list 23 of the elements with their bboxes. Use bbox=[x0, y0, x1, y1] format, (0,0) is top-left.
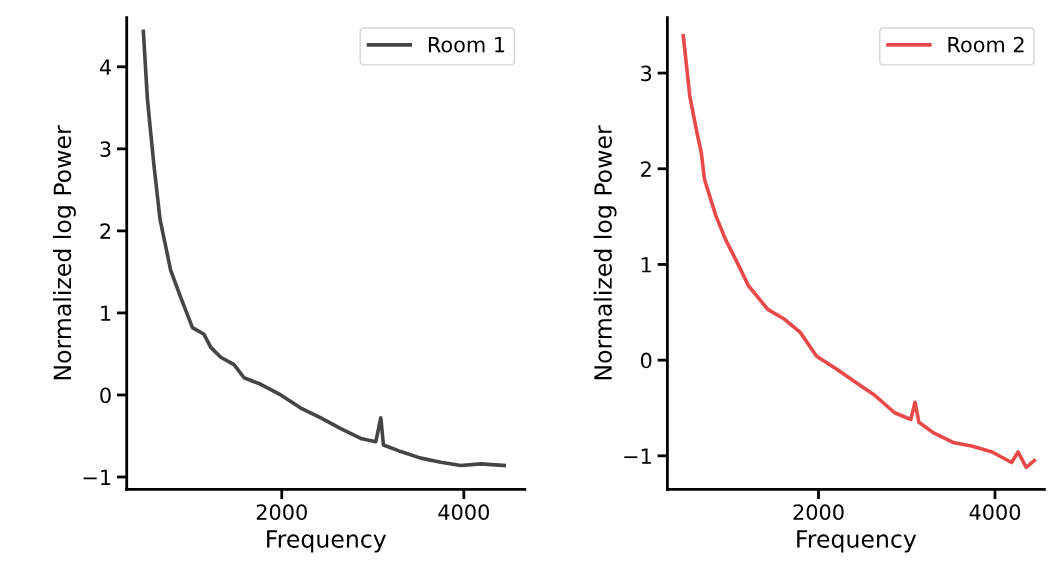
x-tick-label: 4000 bbox=[969, 504, 1021, 521]
y-axis-title: Normalized log Power bbox=[593, 125, 617, 380]
y-tick-label: 2 bbox=[100, 223, 111, 239]
x-tick-label: 2000 bbox=[793, 504, 844, 521]
y-tick-label: −1 bbox=[624, 448, 651, 464]
y-tick-label: 2 bbox=[641, 161, 651, 177]
x-axis-title: Frequency bbox=[797, 530, 917, 553]
x-tick-label: 2000 bbox=[256, 504, 307, 521]
line-series bbox=[681, 33, 1037, 470]
y-tick-label: 3 bbox=[641, 65, 652, 82]
legend-label: Room 2 bbox=[948, 36, 1024, 53]
x-axis-title: Frequency bbox=[267, 530, 387, 553]
y-tick-label: 1 bbox=[101, 305, 111, 321]
x-tick-label: 4000 bbox=[438, 504, 489, 521]
line-series bbox=[141, 29, 506, 468]
y-tick-label: 1 bbox=[641, 257, 651, 273]
legend-label: Room 1 bbox=[428, 36, 505, 53]
y-tick-label: −1 bbox=[83, 469, 111, 485]
y-tick-label: 0 bbox=[100, 387, 111, 404]
y-tick-label: 0 bbox=[640, 352, 652, 369]
y-tick-label: 4 bbox=[99, 59, 111, 75]
y-tick-label: 3 bbox=[100, 141, 111, 158]
y-axis-title: Normalized log Power bbox=[53, 125, 76, 380]
